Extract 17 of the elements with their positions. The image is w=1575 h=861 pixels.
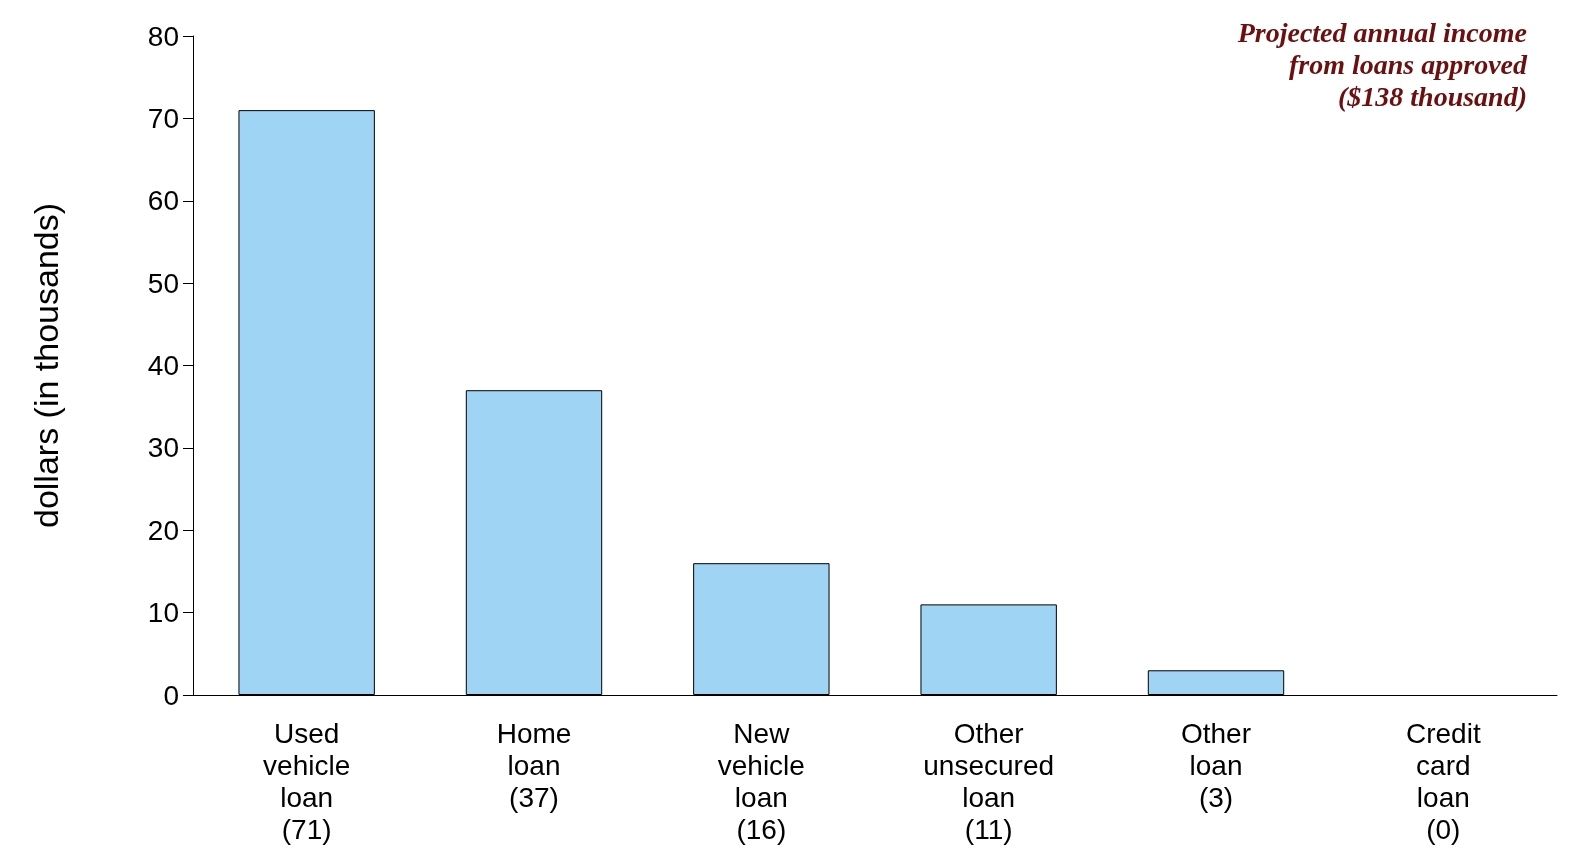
y-tick-label: 50 xyxy=(147,267,179,299)
x-tick-label: New vehicle loan (16) xyxy=(717,717,805,845)
y-tick-label: 20 xyxy=(147,514,179,546)
y-tick-label: 30 xyxy=(147,432,179,464)
x-tick-label: Home loan (37) xyxy=(496,717,572,813)
x-tick-label: Other loan (3) xyxy=(1180,717,1252,813)
y-tick-label: 0 xyxy=(163,679,179,711)
y-tick-label: 40 xyxy=(147,350,179,381)
x-tick-label: Credit card loan (0) xyxy=(1405,717,1481,845)
y-tick-label: 70 xyxy=(147,102,179,134)
x-tick-label: Used vehicle loan (71) xyxy=(263,717,351,845)
y-tick-label: 10 xyxy=(147,597,179,629)
annotation: Projected annual income from loans approved ($138 thousand) xyxy=(1236,16,1528,112)
y-tick-label: 60 xyxy=(147,185,179,217)
y-tick-label: 80 xyxy=(147,20,179,52)
x-tick-label: Other unsecured loan (11) xyxy=(923,717,1055,845)
y-axis-title: dollars (in thousands) xyxy=(27,202,65,529)
